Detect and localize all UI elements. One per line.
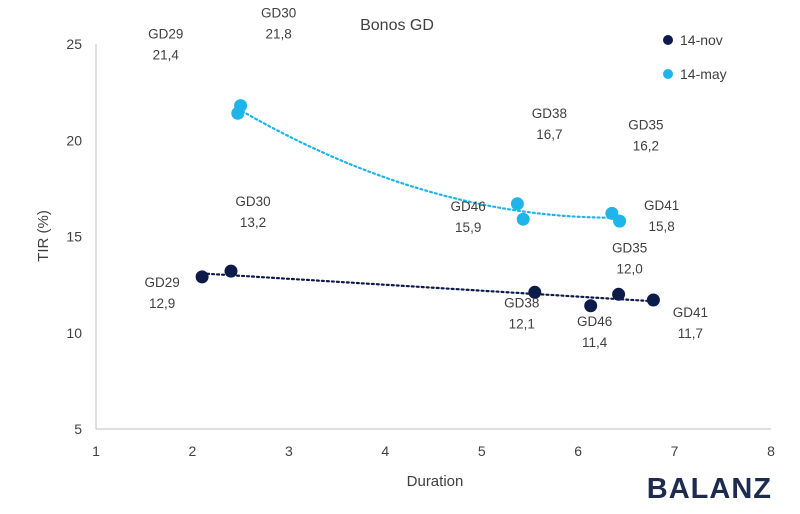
data-label-name: GD41 (644, 198, 679, 213)
x-tick-label: 7 (671, 443, 679, 459)
chart-title: Bonos GD (360, 17, 434, 34)
data-label-value: 11,7 (678, 326, 703, 341)
data-point-gd38-14-nov[interactable] (528, 285, 542, 299)
data-label-name: GD46 (451, 199, 486, 214)
data-label-gd38-14-may: GD38 16,7 (532, 106, 567, 142)
legend-label-14-may: 14-may (680, 66, 727, 82)
data-label-gd46-14-may: GD46 15,9 (451, 199, 486, 235)
data-label-value: 11,4 (582, 335, 608, 350)
y-tick-label: 10 (66, 325, 82, 341)
x-tick-label: 2 (189, 443, 197, 459)
trendline-14-nov (201, 272, 655, 303)
data-label-gd30-14-nov: GD30 13,2 (235, 194, 270, 230)
data-label-name: GD29 (148, 26, 183, 41)
data-label-gd46-14-nov: GD46 11,4 (577, 314, 612, 350)
data-label-gd41-14-nov: GD41 11,7 (673, 305, 708, 341)
axes (95, 44, 771, 430)
legend-marker-14-nov (663, 35, 673, 45)
x-tick-label: 8 (767, 443, 775, 459)
data-point-gd38-14-may[interactable] (510, 197, 524, 211)
x-tick-label: 3 (285, 443, 293, 459)
data-label-value: 21,8 (265, 27, 291, 42)
data-label-value: 12,1 (509, 316, 535, 331)
data-label-value: 21,4 (153, 47, 180, 62)
data-label-value: 15,9 (455, 220, 481, 235)
trendline-14-may (236, 107, 621, 219)
data-label-name: GD35 (612, 240, 647, 255)
data-label-value: 12,0 (616, 261, 642, 276)
x-axis-title: Duration (407, 473, 464, 490)
data-label-gd30-14-may: GD30 21,8 (261, 6, 296, 42)
data-label-name: GD41 (673, 305, 708, 320)
y-axis-title: TIR (%) (35, 210, 52, 262)
balanz-logo: BALANZ (647, 473, 772, 505)
legend: 14-nov 14-may (663, 32, 727, 82)
y-tick-label: 20 (66, 132, 82, 148)
data-label-gd29-14-nov: GD29 12,9 (144, 275, 179, 311)
x-tick-label: 1 (92, 443, 100, 459)
legend-item-14-may[interactable]: 14-may (663, 66, 727, 82)
data-label-name: GD38 (532, 106, 567, 121)
y-tick-label: 25 (66, 36, 82, 52)
data-point-gd41-14-may[interactable] (613, 214, 627, 228)
x-tick-labels: 1 2 3 4 5 6 7 8 (92, 443, 775, 459)
y-tick-label: 5 (74, 421, 82, 437)
data-label-value: 16,2 (633, 138, 659, 153)
y-tick-label: 15 (66, 229, 82, 245)
data-point-gd35-14-nov[interactable] (612, 287, 626, 301)
data-label-gd35-14-nov: GD35 12,0 (612, 240, 647, 276)
x-tick-label: 5 (478, 443, 486, 459)
x-tick-label: 4 (381, 443, 389, 459)
data-point-gd41-14-nov[interactable] (646, 293, 660, 307)
data-label-value: 13,2 (240, 215, 266, 230)
data-label-name: GD38 (504, 295, 539, 310)
data-point-gd46-14-nov[interactable] (584, 299, 598, 313)
data-points (195, 99, 660, 313)
data-point-gd30-14-may[interactable] (234, 99, 248, 113)
data-label-gd38-14-nov: GD38 12,1 (504, 295, 539, 331)
data-label-gd41-14-may: GD41 15,8 (644, 198, 679, 234)
data-label-value: 16,7 (536, 127, 562, 142)
legend-label-14-nov: 14-nov (680, 32, 723, 48)
data-point-gd29-14-nov[interactable] (195, 270, 209, 284)
data-point-gd30-14-nov[interactable] (224, 264, 238, 278)
x-tick-label: 6 (574, 443, 582, 459)
data-label-name: GD29 (144, 275, 179, 290)
y-tick-labels: 5 10 15 20 25 (66, 36, 82, 437)
legend-marker-14-may (663, 69, 673, 79)
data-label-name: GD30 (235, 194, 270, 209)
legend-item-14-nov[interactable]: 14-nov (663, 32, 723, 48)
data-label-gd29-14-may: GD29 21,4 (148, 26, 183, 62)
data-label-gd35-14-may: GD35 16,2 (628, 117, 663, 153)
trendlines (201, 107, 655, 303)
data-label-name: GD46 (577, 314, 612, 329)
data-point-gd46-14-may[interactable] (516, 212, 530, 226)
data-label-value: 12,9 (149, 296, 175, 311)
data-label-name: GD30 (261, 6, 296, 21)
data-label-name: GD35 (628, 117, 663, 132)
data-labels: GD29 12,9 GD30 13,2 GD38 12,1 GD46 11,4 GD35 12,0… (144, 6, 708, 350)
data-label-value: 15,8 (648, 219, 674, 234)
